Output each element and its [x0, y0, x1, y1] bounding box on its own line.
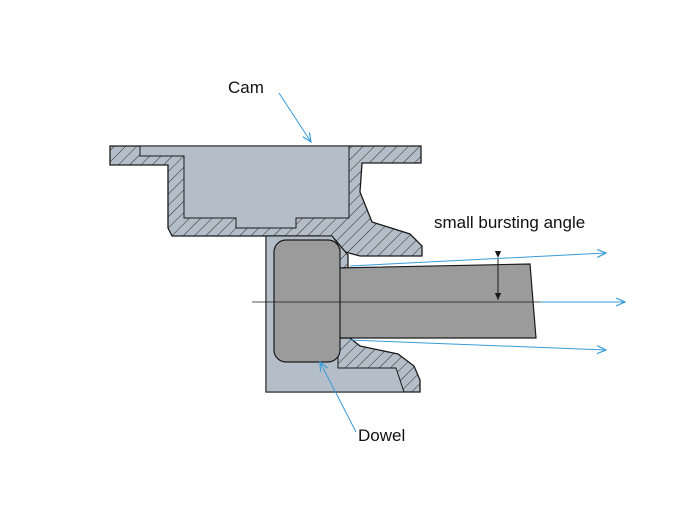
cam-part [109, 145, 423, 257]
lower-direction-arrow [349, 339, 606, 350]
cam-leader-arrow [278, 92, 311, 142]
dowel-leader-arrow [320, 362, 357, 433]
upper-direction-arrow [349, 253, 606, 267]
dowel-label: Dowel [358, 426, 405, 445]
dowel-part [273, 239, 537, 363]
dowel-shaft [335, 263, 537, 339]
cam-body [139, 145, 350, 229]
dowel-head [273, 239, 341, 363]
bursting-angle-label: small bursting angle [434, 213, 585, 232]
cam-label: Cam [228, 78, 264, 97]
